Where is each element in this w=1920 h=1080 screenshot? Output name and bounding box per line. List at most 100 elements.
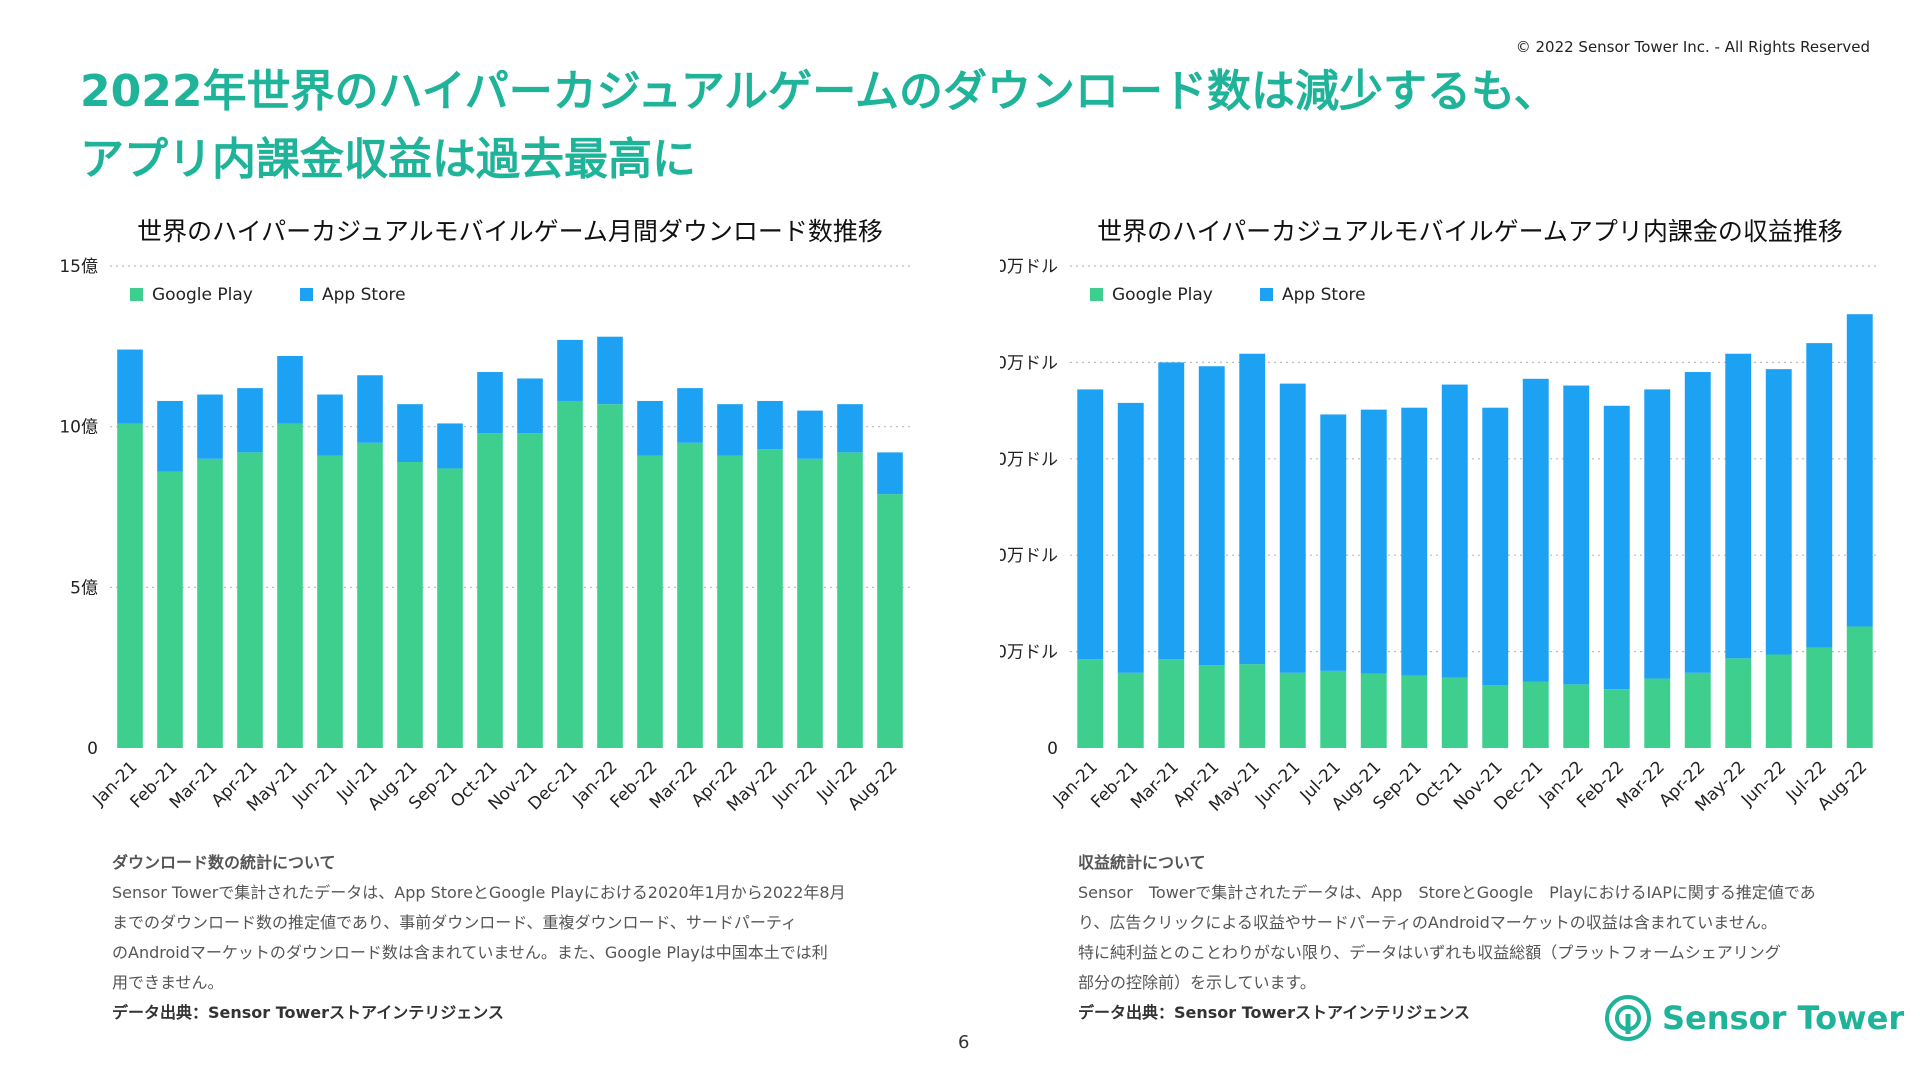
bar-app-store [1522,378,1549,682]
bar-app-store [517,378,543,434]
bar-google-play [1401,675,1428,748]
bar-app-store [237,388,263,453]
revenue-chart: 世界のハイパーカジュアルモバイルゲームアプリ内課金の収益推移 0 500万ドル 1,0… [1000,217,1880,816]
bar-google-play [1198,665,1225,748]
bar-app-store [1765,369,1792,655]
bar-app-store [1441,384,1468,678]
bar-google-play [1158,659,1185,748]
legend-swatch [130,288,143,301]
bar-google-play [717,455,743,748]
bar-google-play [757,449,783,748]
bar-google-play [1522,681,1549,748]
bar-google-play [877,494,903,748]
revenue-chart-panel: 世界のハイパーカジュアルモバイルゲームアプリ内課金の収益推移 0 500万ドル 1,0… [1000,200,1900,900]
bar-google-play [1603,689,1630,748]
bar-google-play [1806,647,1833,748]
y-tick-label: 2,000万ドル [1000,353,1058,373]
bar-app-store [757,400,783,450]
headline-line-1: 2022年世界のハイパーカジュアルゲームのダウンロード数は減少するも、 [80,66,1558,117]
bar-app-store [1239,353,1266,665]
x-tick-label: Jun-22 [1737,757,1790,810]
bar-app-store [1846,314,1873,627]
y-tick-label: 0 [1047,739,1058,759]
page-number: 6 [958,1032,970,1053]
revenue-methodology-note: 収益統計について Sensor Towerで集計されたデータは、App Stor… [1078,848,1878,1028]
note-body-line: り、広告クリックによる収益やサードパーティのAndroidマーケットの収益は含ま… [1078,913,1777,932]
note-source: データ出典：Sensor Towerストアインテリジェンス [112,1003,504,1022]
downloads-chart: 世界のハイパーカジュアルモバイルゲーム月間ダウンロード数推移 0 5億 10億 15億 J… [59,217,910,816]
y-tick-label: 1,000万ドル [1000,546,1058,566]
bar-google-play [1846,626,1873,748]
headline-line-2: アプリ内課金収益は過去最高に [80,134,696,185]
y-tick-label: 1,500万ドル [1000,450,1058,470]
bar-google-play [1279,672,1306,748]
y-tick-label: 0 [87,739,98,759]
bar-google-play [1239,664,1266,748]
y-tick-label: 500万ドル [1000,643,1058,663]
bar-google-play [357,442,383,748]
bar-app-store [1198,366,1225,666]
bar-google-play [237,452,263,748]
x-tick-label: Jun-21 [1251,757,1304,810]
bar-app-store [197,394,223,459]
bar-app-store [277,355,303,424]
y-tick-label: 10億 [59,418,98,438]
note-heading: ダウンロード数の統計について [112,853,336,872]
legend-swatch [300,288,313,301]
note-heading: 収益統計について [1078,853,1206,872]
bar-app-store [317,394,343,456]
bar-app-store [1725,353,1752,659]
bar-app-store [1360,409,1387,674]
legend-swatch [1260,288,1273,301]
note-body-line: Sensor Towerで集計されたデータは、App StoreとGoogle … [112,883,846,902]
bar-app-store [877,452,903,495]
legend-label: App Store [1282,285,1366,305]
downloads-chart-panel: 世界のハイパーカジュアルモバイルゲーム月間ダウンロード数推移 0 5億 10億 15億 J… [40,200,940,900]
note-body-line: 特に純利益とのことわりがない限り、データはいずれも収益総額（プラットフォームシェ… [1078,943,1781,962]
bar-app-store [1117,402,1144,673]
bar-google-play [117,423,143,748]
bar-app-store [637,400,663,456]
bar-app-store [597,336,623,405]
note-body-line: までのダウンロード数の推定値であり、事前ダウンロード、重複ダウンロード、サードパ… [112,913,797,932]
sensor-tower-logo-icon [1605,995,1651,1041]
chart-title: 世界のハイパーカジュアルモバイルゲーム月間ダウンロード数推移 [137,217,883,246]
bar-app-store [1077,389,1104,660]
bar-app-store [797,410,823,459]
bar-app-store [1320,414,1347,671]
x-tick-label: Jun-22 [768,757,821,810]
bar-app-store [157,400,183,472]
bar-app-store [1401,407,1428,676]
bar-google-play [277,423,303,748]
bar-google-play [317,455,343,748]
bar-google-play [1077,659,1104,748]
y-tick-label: 5億 [70,578,98,598]
bar-google-play [797,458,823,748]
bar-google-play [1765,654,1792,748]
note-body-line: Sensor Towerで集計されたデータは、App StoreとGoogle … [1078,883,1816,902]
bar-google-play [1644,678,1671,748]
legend-swatch [1090,288,1103,301]
bar-google-play [517,433,543,748]
bar-app-store [1684,372,1711,673]
bar-app-store [357,375,383,443]
bar-google-play [1725,658,1752,748]
bar-app-store [1158,362,1185,660]
bar-google-play [1117,672,1144,748]
bar-google-play [1360,673,1387,748]
bar-app-store [117,349,143,424]
bar-app-store [1279,383,1306,673]
bar-google-play [437,468,463,748]
bar-app-store [397,404,423,463]
bar-app-store [1603,405,1630,690]
bar-google-play [1320,670,1347,748]
bar-google-play [477,433,503,748]
note-body-line: 部分の控除前）を示しています。 [1078,973,1316,992]
page-headline: 2022年世界のハイパーカジュアルゲームのダウンロード数は減少するも、 アプリ内… [80,58,1780,194]
bar-google-play [677,442,703,748]
brand-name: Sensor Tower [1662,999,1905,1037]
note-source: データ出典：Sensor Towerストアインテリジェンス [1078,1003,1470,1022]
bar-google-play [1563,684,1590,748]
bar-google-play [557,400,583,748]
bar-google-play [397,462,423,748]
